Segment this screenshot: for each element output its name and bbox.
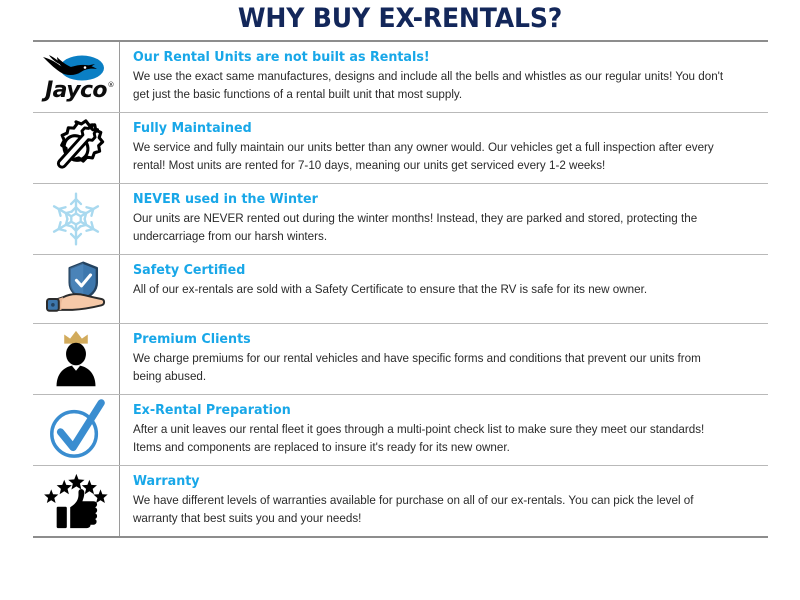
- row-icon-cell: [33, 324, 119, 394]
- row-body: Our units are NEVER rented out during th…: [133, 211, 698, 243]
- person-crown-glyph: [56, 330, 96, 387]
- row-body: We have different levels of warranties a…: [133, 493, 694, 525]
- row-title: NEVER used in the Winter: [133, 191, 318, 207]
- row-icon-cell: Jayco ®: [33, 42, 119, 112]
- table-top-rule: [33, 40, 768, 42]
- table-row: Premium Clients We charge premiums for o…: [33, 324, 768, 394]
- row-text-cell: Premium Clients We charge premiums for o…: [119, 324, 768, 394]
- row-divider: [33, 112, 768, 113]
- row-divider: [33, 465, 768, 466]
- table-row: Ex-Rental Preparation After a unit leave…: [33, 395, 768, 465]
- table-row: Jayco ® Our Rental Units are not built as…: [33, 42, 768, 112]
- thumbs-up-stars-icon: [39, 471, 113, 531]
- hand-shield-glyph: [46, 261, 106, 312]
- registered-mark: ®: [107, 80, 115, 89]
- row-divider: [33, 323, 768, 324]
- circle-check-icon: [39, 399, 113, 460]
- jayco-logo-icon: Jayco ®: [39, 47, 115, 107]
- gear-wrench-icon: [39, 118, 113, 178]
- row-divider: [33, 394, 768, 395]
- jayco-wordmark: Jayco ®: [45, 77, 115, 103]
- jayco-bird-icon: [43, 54, 104, 80]
- row-text-cell: Safety Certified All of our ex-rentals a…: [119, 255, 768, 323]
- row-divider: [33, 254, 768, 255]
- row-body: All of our ex-rentals are sold with a Sa…: [133, 282, 648, 296]
- table-row: Fully Maintained We service and fully ma…: [33, 113, 768, 183]
- row-icon-cell: [33, 395, 119, 465]
- row-body: We charge premiums for our rental vehicl…: [133, 351, 701, 383]
- row-text-cell: Warranty We have different levels of war…: [119, 466, 768, 536]
- row-body: We use the exact same manufactures, desi…: [133, 69, 724, 101]
- row-icon-cell: [33, 113, 119, 183]
- row-icon-cell: [33, 466, 119, 536]
- thumbs-up-stars-glyph: [44, 473, 108, 529]
- gear-wrench-glyph: [56, 119, 105, 169]
- snowflake-glyph: [52, 192, 100, 246]
- jayco-wordmark-text: Jayco: [45, 77, 107, 103]
- table-row: NEVER used in the Winter Our units are N…: [33, 184, 768, 254]
- thumbs-up-glyph: [56, 489, 98, 529]
- row-text-cell: Ex-Rental Preparation After a unit leave…: [119, 395, 768, 465]
- row-body: After a unit leaves our rental fleet it …: [133, 422, 705, 454]
- person-crown-icon: [39, 329, 113, 389]
- row-title: Safety Certified: [133, 262, 246, 278]
- snowflake-icon: [39, 189, 113, 249]
- row-title: Premium Clients: [133, 331, 251, 347]
- page-title: WHY BUY EX-RENTALS?: [237, 3, 563, 34]
- table-row: Warranty We have different levels of war…: [33, 466, 768, 536]
- circle-check-glyph: [50, 399, 105, 458]
- table-bottom-rule: [33, 536, 768, 538]
- row-title: Our Rental Units are not built as Rental…: [133, 49, 430, 65]
- row-title: Warranty: [133, 473, 200, 489]
- row-text-cell: Fully Maintained We service and fully ma…: [119, 113, 768, 183]
- row-text-cell: Our Rental Units are not built as Rental…: [119, 42, 768, 112]
- row-title: Ex-Rental Preparation: [133, 402, 291, 418]
- hand-shield-check-icon: [39, 259, 113, 319]
- row-divider: [33, 183, 768, 184]
- row-icon-cell: [33, 184, 119, 254]
- row-text-cell: NEVER used in the Winter Our units are N…: [119, 184, 768, 254]
- row-icon-cell: [33, 255, 119, 323]
- row-title: Fully Maintained: [133, 120, 252, 136]
- table-row: Safety Certified All of our ex-rentals a…: [33, 255, 768, 323]
- benefits-table: Jayco ® Our Rental Units are not built as…: [33, 40, 768, 538]
- row-body: We service and fully maintain our units …: [133, 140, 714, 172]
- rating-stars: [44, 473, 108, 504]
